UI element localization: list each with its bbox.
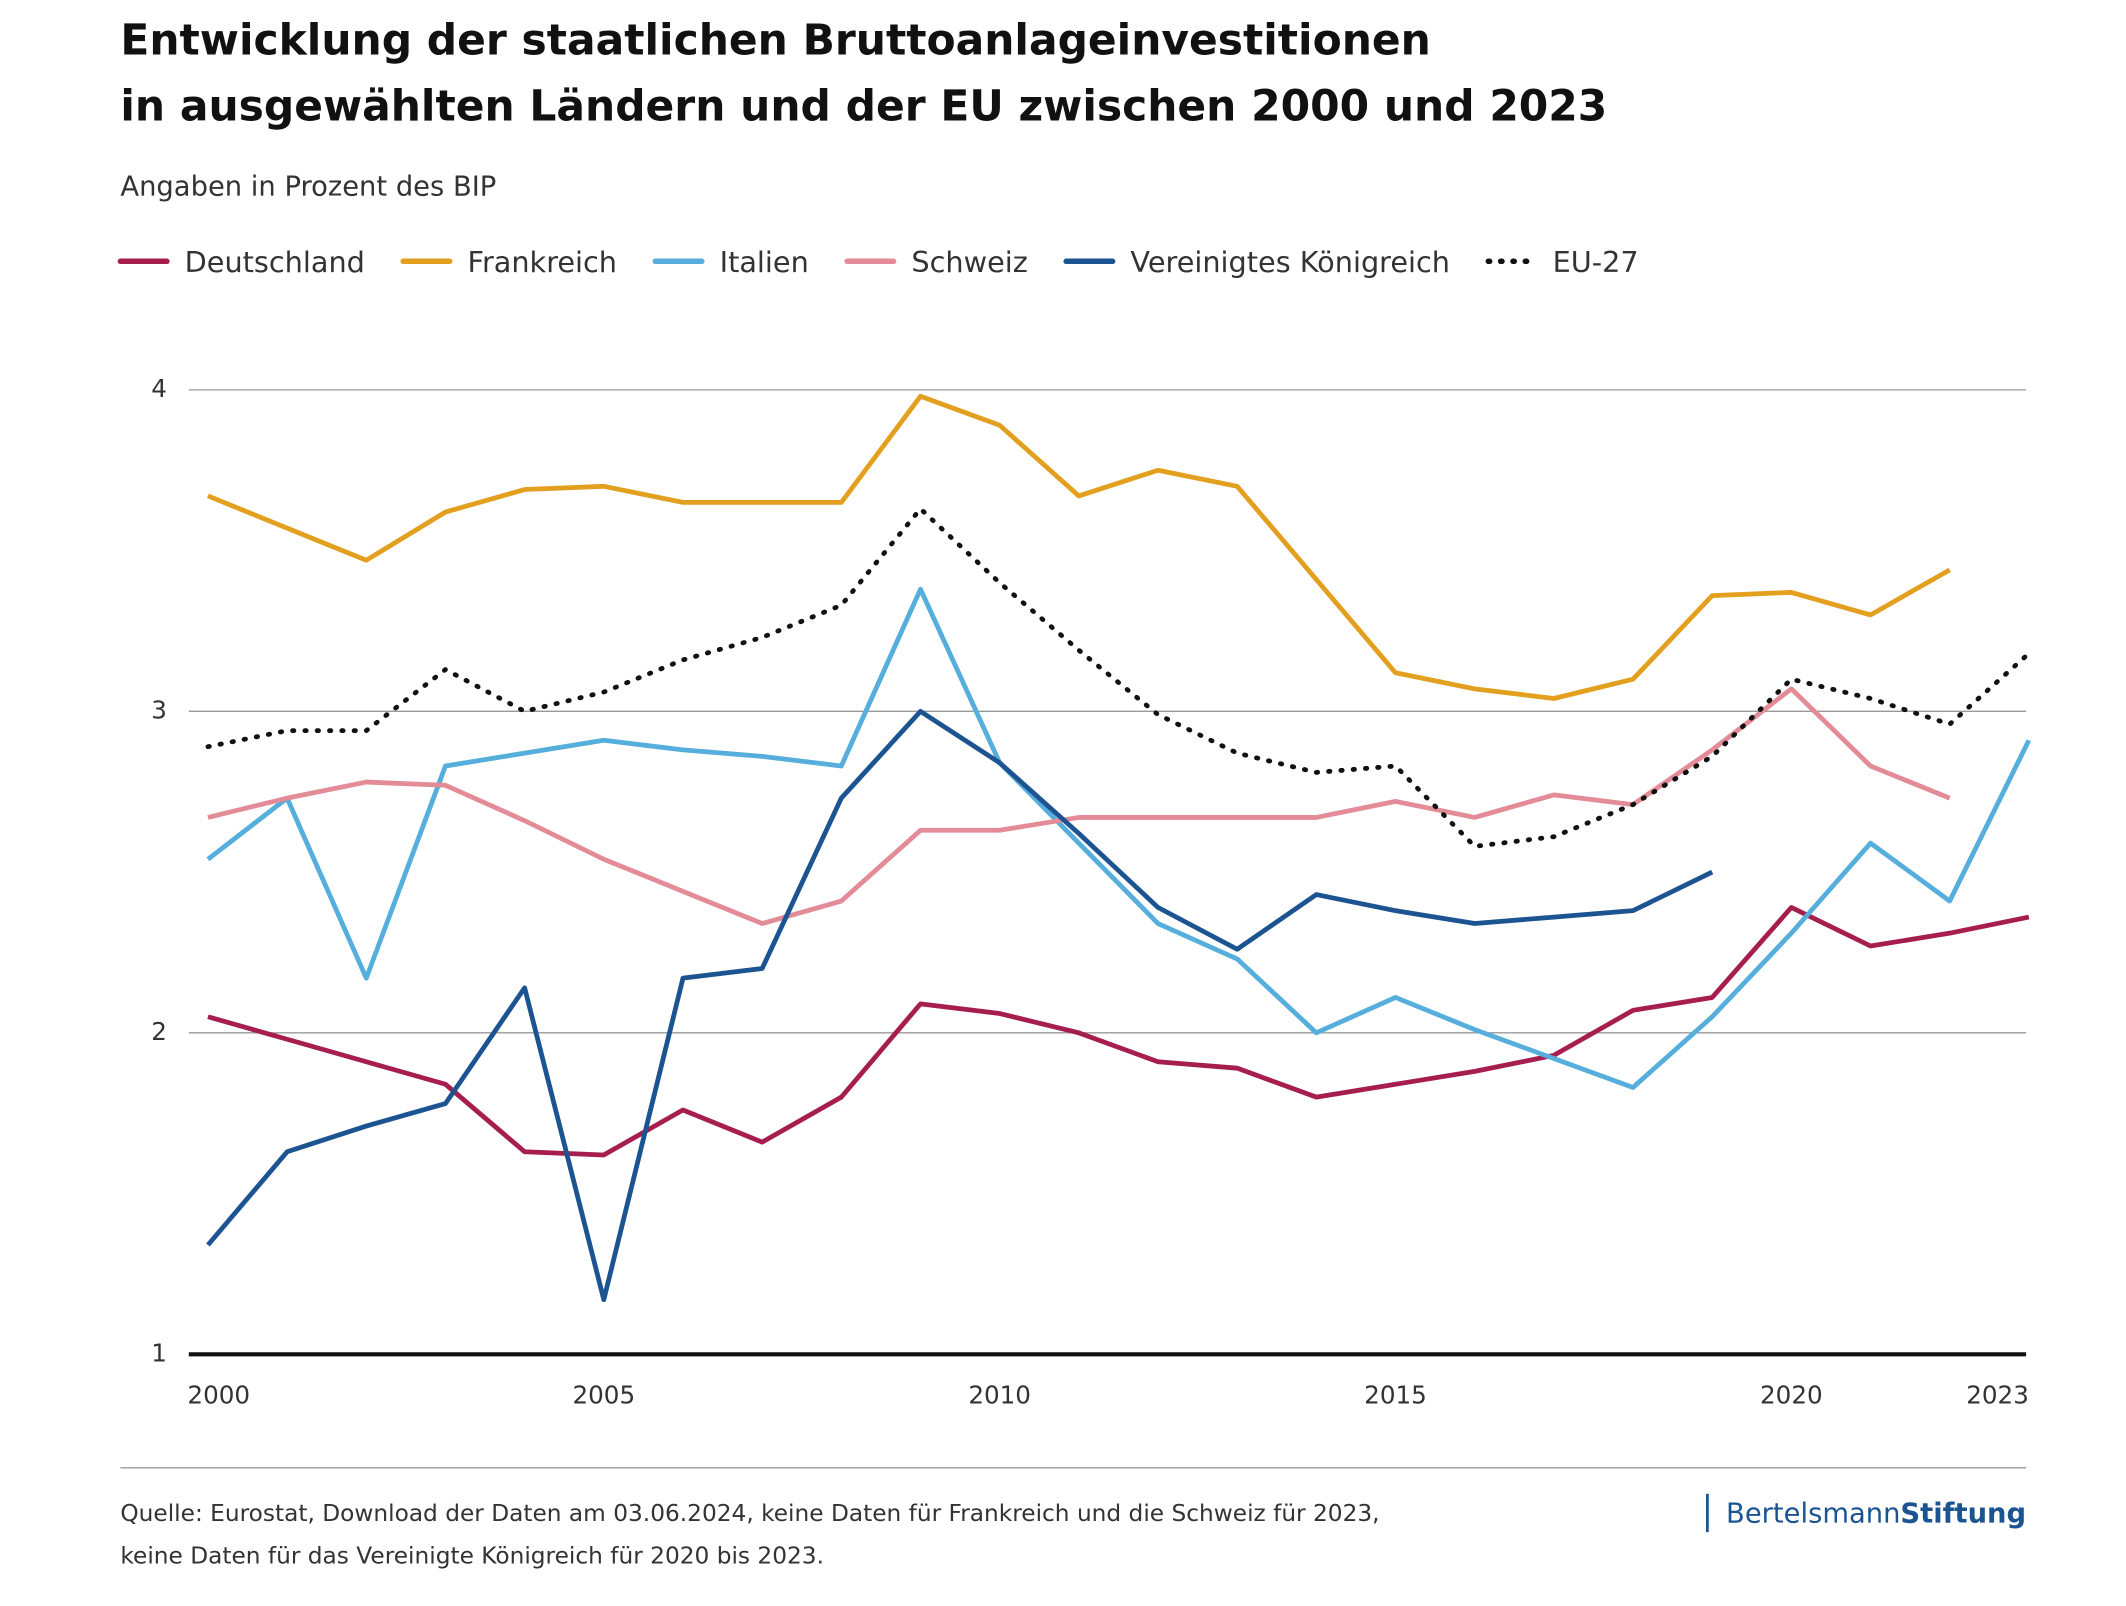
legend-label: Italien [720,245,809,279]
y-tick-label: 4 [151,374,167,403]
y-tick-label: 3 [151,695,167,724]
legend-label: Vereinigtes Königreich [1130,245,1450,279]
x-tick-label: 2023 [1966,1381,2029,1410]
x-tick-label: 2005 [572,1381,635,1410]
chart-title: in ausgewählten Ländern und der EU zwisc… [120,81,1607,130]
series-line [206,708,1714,1303]
legend-label: Deutschland [185,245,365,279]
chart-title: Entwicklung der staatlichen Bruttoanlage… [120,16,1430,65]
y-tick-label: 1 [151,1338,167,1367]
subtitle: Angaben in Prozent des BIP [120,172,496,203]
legend-label: EU-27 [1553,245,1639,279]
logo-part: Bertelsmann [1726,1499,1900,1530]
series-line [207,905,2030,1158]
legend-label: Frankreich [468,245,617,279]
x-tick-label: 2020 [1760,1381,1823,1410]
series-line [207,686,1951,926]
y-tick-label: 2 [151,1017,167,1046]
series-line [206,586,2032,1090]
legend-label: Schweiz [911,245,1027,279]
source: keine Daten für das Vereinigte Königreic… [120,1543,824,1570]
logo-part: Stiftung [1900,1499,2026,1530]
x-tick-label: 2010 [968,1381,1031,1410]
series-line [205,506,2032,849]
series-line [207,393,1951,701]
source: Quelle: Eurostat, Download der Daten am … [120,1500,1379,1527]
logo: BertelsmannStiftung [1726,1499,2026,1530]
x-tick-label: 2000 [187,1381,250,1410]
x-tick-label: 2015 [1364,1381,1427,1410]
